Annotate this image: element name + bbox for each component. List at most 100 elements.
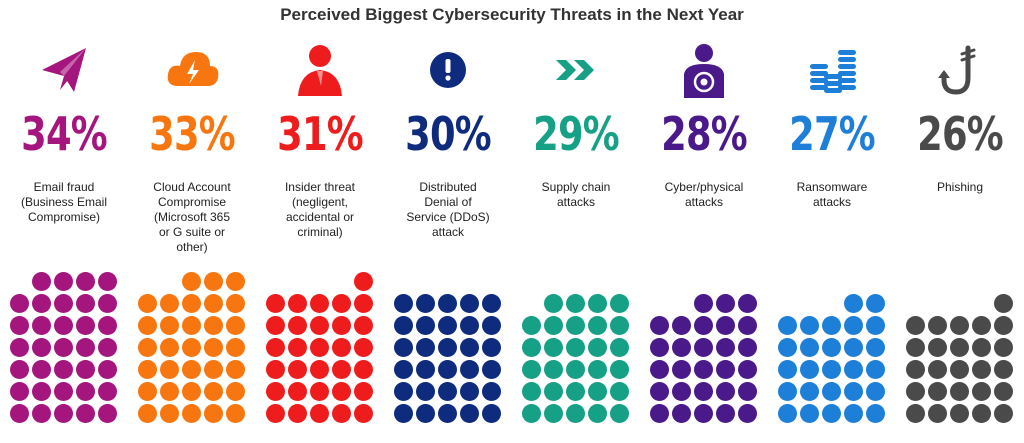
percent-dot (10, 360, 29, 379)
dot-grid (394, 272, 504, 432)
percent-dot (160, 338, 179, 357)
percent-dot (354, 338, 373, 357)
percent-dot (672, 404, 691, 423)
percent-dot (416, 316, 435, 335)
percent-dot (544, 360, 563, 379)
percent-dot (98, 316, 117, 335)
percent-dot (266, 360, 285, 379)
percent-dot (866, 316, 885, 335)
percent-dot (76, 404, 95, 423)
threat-label: Phishing (936, 180, 984, 194)
percent-dot (310, 294, 329, 313)
percent-dot (76, 360, 95, 379)
percent-dot (650, 338, 669, 357)
percent-dot (310, 404, 329, 423)
percent-dot (482, 294, 501, 313)
percent-dot (182, 360, 201, 379)
percent-dot (672, 382, 691, 401)
percent-dot (822, 338, 841, 357)
percent-dot (182, 382, 201, 401)
percent-dot (266, 382, 285, 401)
threat-label: Distributed Denial of Service (DDoS) attack (406, 180, 490, 239)
threat-column: 28% Cyber/physical attacks (640, 0, 768, 443)
fishhook-icon (930, 40, 990, 100)
threat-column: 26% Phishing (896, 0, 1024, 443)
percent-dot (98, 294, 117, 313)
percent-dot (906, 360, 925, 379)
percent-dot (738, 404, 757, 423)
percent-dot (76, 382, 95, 401)
percent-dot (288, 338, 307, 357)
percent-dot (716, 294, 735, 313)
percent-dot (98, 404, 117, 423)
percent-dot (416, 294, 435, 313)
percent-dot (288, 360, 307, 379)
percent-dot (482, 316, 501, 335)
percent-dot (694, 338, 713, 357)
percent-dot (906, 404, 925, 423)
percent-dot (182, 404, 201, 423)
percent-dot (822, 404, 841, 423)
percent-dot (54, 294, 73, 313)
alert-icon (418, 40, 478, 100)
percent-dot (650, 404, 669, 423)
percent-dot (204, 294, 223, 313)
percent-dot (460, 404, 479, 423)
percent-dot (738, 360, 757, 379)
percent-dot (588, 338, 607, 357)
percent-dot (994, 404, 1013, 423)
percent-dot (972, 382, 991, 401)
percent-dot (10, 382, 29, 401)
percent-dot (226, 382, 245, 401)
percent-dot (226, 272, 245, 291)
percent-dot (950, 404, 969, 423)
percent-dot (32, 404, 51, 423)
percent-dot (138, 360, 157, 379)
percent-dot (438, 382, 457, 401)
percent-dot (310, 316, 329, 335)
percent-dot (438, 360, 457, 379)
percent-dot (54, 272, 73, 291)
percent-dot (672, 360, 691, 379)
percent-dot (610, 382, 629, 401)
percent-dot (566, 338, 585, 357)
percent-dot (972, 360, 991, 379)
percent-dot (800, 316, 819, 335)
percent-dot (354, 404, 373, 423)
percent-dot (566, 294, 585, 313)
percent-dot (182, 338, 201, 357)
percent-dot (354, 272, 373, 291)
percent-dot (866, 382, 885, 401)
percent-dot (204, 404, 223, 423)
percent-dot (460, 338, 479, 357)
percent-dot (416, 382, 435, 401)
percent-dot (288, 316, 307, 335)
percent-dot (204, 272, 223, 291)
percent-dot (800, 360, 819, 379)
percent-dot (32, 382, 51, 401)
percent-dot (972, 316, 991, 335)
percent-value: 28% (661, 107, 747, 161)
percent-dot (906, 316, 925, 335)
chart-title: Perceived Biggest Cybersecurity Threats … (280, 5, 744, 24)
percent-dot (32, 294, 51, 313)
percent-dot (438, 294, 457, 313)
percent-dot (266, 338, 285, 357)
percent-dot (138, 294, 157, 313)
percent-dot (928, 382, 947, 401)
percent-dot (588, 360, 607, 379)
percent-dot (332, 360, 351, 379)
percent-dot (822, 360, 841, 379)
percent-dot (438, 338, 457, 357)
percent-dot (906, 338, 925, 357)
percent-dot (98, 360, 117, 379)
percent-dot (522, 382, 541, 401)
percent-dot (866, 404, 885, 423)
percent-dot (844, 316, 863, 335)
percent-dot (950, 316, 969, 335)
percent-dot (32, 316, 51, 335)
percent-dot (950, 338, 969, 357)
percent-dot (438, 404, 457, 423)
percent-dot (310, 360, 329, 379)
percent-dot (266, 316, 285, 335)
